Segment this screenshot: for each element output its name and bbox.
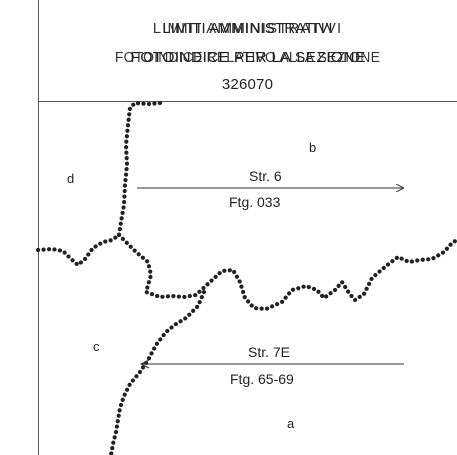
boundary-east-main xyxy=(116,232,457,312)
administrative-boundaries xyxy=(35,100,457,455)
area-label-a: a xyxy=(287,416,295,431)
strip-7e-frames: Ftg. 65-69 xyxy=(230,371,294,387)
boundary-west-branch xyxy=(35,232,122,268)
title-line-1: LIMITI AMMINISTRATIVI LIMITI AMMINISTRAT… xyxy=(38,20,457,37)
strip-6-name: Str. 6 xyxy=(249,168,282,184)
boundary-south-branch xyxy=(108,289,207,455)
area-label-d: d xyxy=(67,171,75,186)
subtitle-overlap-text: FOTOINDICE RELATIVO ALLA SEZIONE xyxy=(114,49,381,66)
title-overlap-text: LIMITI AMMINISTRATIVI xyxy=(152,20,343,37)
map-frame xyxy=(38,0,457,455)
strip-6-frames: Ftg. 033 xyxy=(229,194,281,210)
title-text: LIMITI AMMINISTRATIVI xyxy=(162,20,333,37)
area-label-c: c xyxy=(93,339,100,354)
section-code: 326070 xyxy=(221,76,274,93)
area-label-b: b xyxy=(309,140,317,155)
strip-7e-arrowhead xyxy=(139,359,150,369)
title-line-2: FOTOINDICE PER LA SEZIONE FOTOINDICE REL… xyxy=(38,49,457,66)
header-divider xyxy=(38,101,457,102)
subtitle-text: FOTOINDICE PER LA SEZIONE xyxy=(129,49,366,66)
strip-7e-name: Str. 7E xyxy=(248,344,291,360)
boundary-north-branch xyxy=(116,100,163,238)
